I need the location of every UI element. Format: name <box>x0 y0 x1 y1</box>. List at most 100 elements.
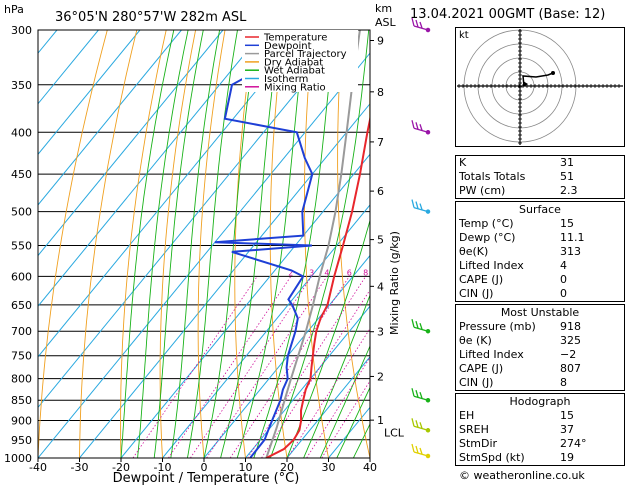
legend-label: Isotherm <box>264 74 308 85</box>
pressure-tick-label: 750 <box>11 350 32 363</box>
most-unstable-row: Lifted Index −2 <box>456 348 624 362</box>
wet-adiabat <box>170 30 221 458</box>
mixing-ratio-axis-label: Mixing Ratio (g/kg) <box>388 231 401 335</box>
dry-adiabat <box>304 30 329 458</box>
most-unstable-row: CIN (J) 8 <box>456 376 624 390</box>
wet-adiabat <box>153 30 204 458</box>
mixing-ratio-label: 20 <box>416 268 426 277</box>
isotherm <box>203 254 370 458</box>
index-label: Totals Totals <box>459 170 526 183</box>
pressure-tick-label: 300 <box>11 24 32 37</box>
surface-row: Lifted Index 4 <box>456 259 624 273</box>
surface-title: Surface <box>519 203 561 216</box>
dry-adiabat <box>401 30 453 458</box>
most-unstable-row: CAPE (J) 807 <box>456 362 624 376</box>
pressure-tick-label: 950 <box>11 434 32 447</box>
mixing-ratio-line <box>247 276 367 458</box>
mixing-ratio-line <box>132 276 258 458</box>
mixing-ratio-line <box>321 380 370 458</box>
hodograph-frame <box>455 27 625 147</box>
km-tick-label: 9 <box>377 35 384 48</box>
hodograph-panel: Hodograph EH 15 SREH 37 StmDir 274° StmSpd (kt… <box>455 393 625 466</box>
isotherm <box>245 305 370 458</box>
legend-label: Mixing Ratio <box>264 82 326 93</box>
most-unstable-value: 325 <box>560 334 581 347</box>
mixing-ratio-line <box>206 276 328 458</box>
x-tick-label: 20 <box>280 461 294 474</box>
wet-adiabat <box>319 344 370 458</box>
surface-value: 0 <box>560 273 567 286</box>
hodograph-point <box>551 71 555 75</box>
plot-area: 2 3 4 6 8 10 15 20 25 <box>38 30 453 458</box>
storm-motion-marker <box>523 81 528 87</box>
surface-label: CAPE (J) <box>459 273 504 286</box>
mixing-ratio-label: 3 <box>309 268 314 277</box>
pressure-tick-label: 900 <box>11 415 32 428</box>
surface-row: Dewp (°C) 11.1 <box>456 231 624 245</box>
location-title: 36°05'N 280°57'W 282m ASL <box>55 10 247 25</box>
surface-value: 4 <box>560 259 567 272</box>
surface-row: Temp (°C) 15 <box>456 217 624 231</box>
hodo-row: EH 15 <box>456 409 624 423</box>
dry-adiabat <box>234 30 255 458</box>
pressure-tick-label: 800 <box>11 373 32 386</box>
hodograph-unit-label: kt <box>459 30 469 41</box>
most-unstable-value: 918 <box>560 320 581 333</box>
hodo-label: SREH <box>459 423 489 436</box>
pressure-tick-label: 550 <box>11 239 32 252</box>
index-label: K <box>459 156 467 169</box>
isotherm <box>38 30 99 105</box>
date-label: 13.04.2021 00GMT (Base: 12) <box>410 7 606 22</box>
temperature-line <box>265 114 370 458</box>
indices-panel: K 31 Totals Totals 51 PW (cm) 2.3 <box>455 155 625 199</box>
km-tick-label: 5 <box>377 234 384 247</box>
asl-label: ASL <box>375 16 397 29</box>
wet-adiabat <box>120 30 175 458</box>
wind-barb <box>411 199 431 214</box>
most-unstable-row: Pressure (mb) 918 <box>456 320 624 334</box>
mixing-ratio-label: 8 <box>363 268 368 277</box>
pressure-tick-label: 600 <box>11 270 32 283</box>
wet-adiabat <box>236 30 306 458</box>
km-tick-label: 3 <box>377 326 384 339</box>
km-tick-label: 7 <box>377 136 384 149</box>
hodo-label: EH <box>459 409 475 422</box>
most-unstable-label: Pressure (mb) <box>459 320 536 333</box>
legend-label: Parcel Trajectory <box>264 49 347 60</box>
most-unstable-value: −2 <box>560 348 577 361</box>
index-row: Totals Totals 51 <box>456 170 624 184</box>
legend-label: Dewpoint <box>264 41 312 52</box>
hodo-label: StmDir <box>459 437 498 450</box>
surface-label: Temp (°C) <box>459 217 514 230</box>
surface-label: θe(K) <box>459 245 489 258</box>
isotherm <box>286 355 370 458</box>
surface-value: 11.1 <box>560 231 585 244</box>
pressure-tick-label: 650 <box>11 299 32 312</box>
most-unstable-title: Most Unstable <box>500 306 580 319</box>
isotherm <box>162 204 370 458</box>
mixing-ratio-line <box>306 356 370 458</box>
surface-label: Dewp (°C) <box>459 231 516 244</box>
hodo-row: StmSpd (kt) 19 <box>456 451 624 465</box>
dry-adiabat <box>337 30 370 458</box>
pressure-tick-label: 500 <box>11 206 32 219</box>
wet-adiabat <box>303 294 370 458</box>
pressure-tick-label: 850 <box>11 394 32 407</box>
index-value: 2.3 <box>560 184 578 197</box>
surface-value: 313 <box>560 245 581 258</box>
hodo-row: StmDir 274° <box>456 437 624 451</box>
lcl-label: LCL <box>384 427 405 440</box>
most-unstable-label: θe (K) <box>459 334 492 347</box>
mixing-ratio-line <box>261 289 370 458</box>
surface-value: 0 <box>560 287 567 300</box>
surface-label: CIN (J) <box>459 287 494 300</box>
surface-row: θe(K) 313 <box>456 245 624 259</box>
hodo-row: SREH 37 <box>456 423 624 437</box>
surface-row: CIN (J) 0 <box>456 287 624 301</box>
hodograph: kt <box>455 27 625 147</box>
km-label: km <box>375 2 392 15</box>
index-value: 51 <box>560 170 574 183</box>
mixing-ratio-line <box>287 327 370 458</box>
wet-adiabat <box>253 30 336 458</box>
x-tick-label: -40 <box>29 461 47 474</box>
